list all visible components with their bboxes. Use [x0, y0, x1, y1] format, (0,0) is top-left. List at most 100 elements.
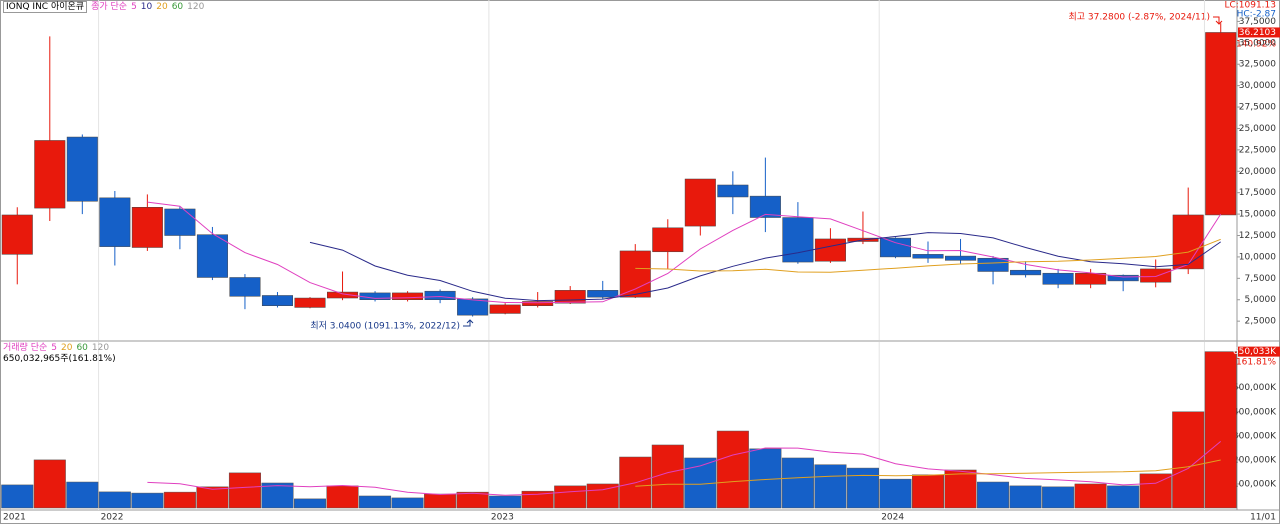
volume-bar — [1009, 485, 1042, 509]
candle-body — [1010, 269, 1042, 276]
candle-body — [522, 301, 554, 306]
candle-body — [229, 277, 261, 297]
candle-body — [814, 238, 846, 262]
legend-item: 10 — [140, 2, 153, 12]
volume-bar — [33, 459, 66, 509]
last-change: 140.92% — [1236, 40, 1276, 50]
candle-body — [749, 195, 781, 218]
y-tick-label: 30,0000 — [1239, 81, 1276, 91]
candle-body — [782, 217, 814, 263]
volume-bar — [1172, 411, 1205, 509]
ma-line — [635, 459, 1221, 487]
volume-ma-legend: 거래량 단순 5 20 60 120 — [3, 343, 116, 354]
y-tick-label: 20,0000 — [1239, 167, 1276, 177]
candle-body — [34, 140, 66, 209]
candle-body — [554, 290, 586, 304]
volume-bar — [651, 444, 684, 509]
candle-body — [684, 178, 716, 227]
low-annotation: 최저 3.0400 (1091.13%, 2022/12) — [310, 321, 460, 332]
volume-bar — [1204, 351, 1237, 509]
title: IONQ INC 아이온큐 — [3, 1, 88, 13]
volume-bar — [716, 430, 749, 509]
volume-bar — [749, 448, 782, 509]
hc-label: HC:-2.87 — [1237, 10, 1276, 20]
volume-bar — [846, 467, 879, 509]
y-tick-label: 200,000K — [1233, 455, 1277, 465]
legend-item: 120 — [187, 2, 205, 12]
ma-legend: 종가 단순 5 10 20 60 120 — [91, 2, 208, 12]
legend-item: 120 — [91, 343, 110, 353]
volume-bar — [98, 491, 131, 509]
y-tick-label: 32,5000 — [1239, 60, 1276, 70]
volume-last-change: 161.81% — [1236, 358, 1276, 368]
candle-body — [196, 234, 228, 278]
last-volume: 650,033K — [1233, 347, 1277, 357]
last-price: 36.2103 — [1239, 28, 1276, 38]
volume-bar — [391, 497, 424, 509]
low-arrow — [463, 319, 474, 327]
volume-bar — [261, 482, 294, 509]
volume-bar — [781, 457, 814, 509]
candle-body — [717, 184, 749, 198]
volume-bar — [814, 464, 847, 509]
volume-bar — [1139, 473, 1172, 509]
x-tick-label: 2021 — [3, 513, 26, 523]
volume-summary: 650,032,965주(161.81%) — [3, 354, 116, 364]
x-tick-label: 2024 — [881, 513, 904, 523]
x-tick-label: 11/01 — [1250, 513, 1276, 523]
legend-item: 5 — [131, 2, 137, 12]
volume-bar — [228, 472, 261, 509]
y-tick-label: 35,0000 — [1239, 38, 1276, 48]
candle-body — [424, 290, 456, 300]
volume-bar — [131, 492, 164, 509]
volume-bar — [944, 469, 977, 509]
volume-bar — [1074, 483, 1107, 509]
candle-body — [99, 197, 131, 247]
y-tick-label: 37,5000 — [1239, 17, 1276, 27]
candle-body — [392, 292, 424, 300]
candle-body — [619, 250, 651, 298]
candle-body — [652, 227, 684, 253]
candle-body — [1042, 272, 1074, 285]
candle-body — [1140, 268, 1172, 283]
volume-bar — [1, 484, 34, 509]
volume-bar — [326, 485, 359, 509]
candle-body — [66, 136, 98, 202]
legend-item: 종가 단순 — [91, 2, 128, 12]
volume-bar — [911, 474, 945, 509]
candle-body — [131, 207, 163, 248]
y-tick-label: 10,0000 — [1239, 252, 1276, 262]
candle-body — [1107, 274, 1139, 282]
y-tick-label: 15,0000 — [1239, 210, 1276, 220]
x-tick-label: 2023 — [491, 513, 514, 523]
y-tick-label: 12,5000 — [1239, 231, 1276, 241]
y-tick-label: 2,5000 — [1245, 317, 1277, 327]
volume-bar — [293, 498, 327, 509]
ma-line — [635, 238, 1221, 273]
candle-body — [587, 290, 619, 298]
volume-bar — [424, 493, 457, 509]
volume-bar — [66, 481, 99, 509]
ma-line — [309, 232, 1221, 302]
legend-item: 20 — [156, 2, 168, 12]
volume-bar — [1042, 486, 1075, 509]
candle-body — [977, 257, 1009, 272]
y-tick-label: 25,0000 — [1239, 124, 1276, 134]
legend-item: 60 — [76, 343, 88, 353]
legend-item: 20 — [61, 343, 73, 353]
legend-item: 5 — [51, 343, 57, 353]
y-tick-label: 22,5000 — [1239, 145, 1276, 155]
legend-item: 60 — [171, 2, 184, 12]
high-arrow — [1213, 16, 1223, 25]
y-tick-label: 500,000K — [1233, 383, 1277, 393]
candle-body — [489, 304, 521, 314]
volume-bar — [977, 481, 1010, 509]
last-price-box — [1238, 27, 1280, 38]
candle-body — [1075, 272, 1107, 285]
volume-bar — [879, 478, 912, 509]
price-legend: IONQ INC 아이온큐 종가 단순 5 10 20 60 120 — [3, 1, 212, 13]
candle-body — [879, 237, 911, 258]
candle-body — [164, 208, 196, 236]
y-tick-label: 300,000K — [1233, 431, 1277, 441]
